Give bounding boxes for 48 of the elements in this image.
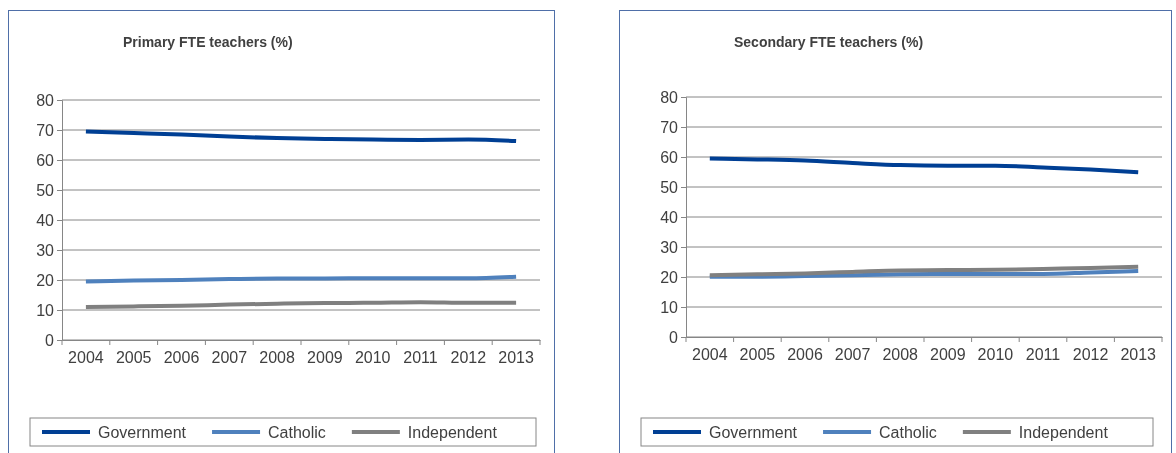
y-tick-label: 50 (36, 181, 55, 199)
x-tick-label: 2011 (1025, 346, 1061, 364)
line-series (707, 156, 1141, 175)
y-tick-label: 30 (660, 238, 679, 256)
x-tick-label: 2013 (498, 349, 534, 367)
y-tick-label: 20 (660, 268, 679, 286)
x-tick-label: 2008 (882, 346, 919, 364)
x-tick-label: 2006 (787, 346, 823, 364)
legend-label: Government (709, 424, 798, 441)
y-tick-label: 40 (36, 211, 55, 229)
y-tick-label: 70 (660, 118, 679, 136)
y-tick-label: 60 (36, 151, 55, 169)
x-tick-label: 2010 (354, 349, 391, 367)
x-tick-label: 2004 (692, 346, 728, 364)
y-tick-label: 20 (36, 271, 55, 289)
legend-label: Catholic (879, 424, 937, 441)
y-tick-label: 40 (660, 208, 679, 226)
x-tick-label: 2012 (1072, 346, 1109, 364)
y-tick-label: 80 (660, 88, 679, 106)
x-tick-label: 2009 (930, 346, 966, 364)
legend-label: Independent (1018, 424, 1109, 441)
y-tick-label: 10 (36, 301, 55, 319)
x-tick-label: 2011 (403, 349, 438, 367)
y-tick-label: 70 (36, 121, 55, 139)
x-tick-label: 2007 (211, 349, 248, 367)
x-tick-label: 2005 (739, 346, 776, 364)
x-tick-label: 2010 (977, 346, 1014, 364)
legend-label: Independent (407, 424, 498, 441)
chart-title: Secondary FTE teachers (%) (734, 34, 924, 50)
y-tick-label: 50 (660, 178, 679, 196)
x-tick-label: 2004 (68, 349, 104, 367)
x-tick-label: 2005 (115, 349, 152, 367)
y-tick-label: 0 (45, 331, 55, 349)
y-tick-label: 80 (36, 91, 55, 109)
line-series (83, 129, 519, 144)
x-tick-label: 2013 (1120, 346, 1157, 364)
x-tick-label: 2007 (834, 346, 871, 364)
y-tick-label: 30 (36, 241, 55, 259)
x-tick-label: 2009 (307, 349, 343, 367)
legend-label: Catholic (268, 424, 326, 441)
chart-title: Primary FTE teachers (%) (123, 34, 293, 50)
x-tick-label: 2006 (163, 349, 200, 367)
y-tick-label: 10 (660, 298, 679, 316)
y-tick-label: 0 (669, 328, 679, 346)
x-tick-label: 2012 (450, 349, 487, 367)
x-tick-label: 2008 (259, 349, 295, 367)
legend-label: Government (98, 424, 187, 441)
y-tick-label: 60 (660, 148, 679, 166)
